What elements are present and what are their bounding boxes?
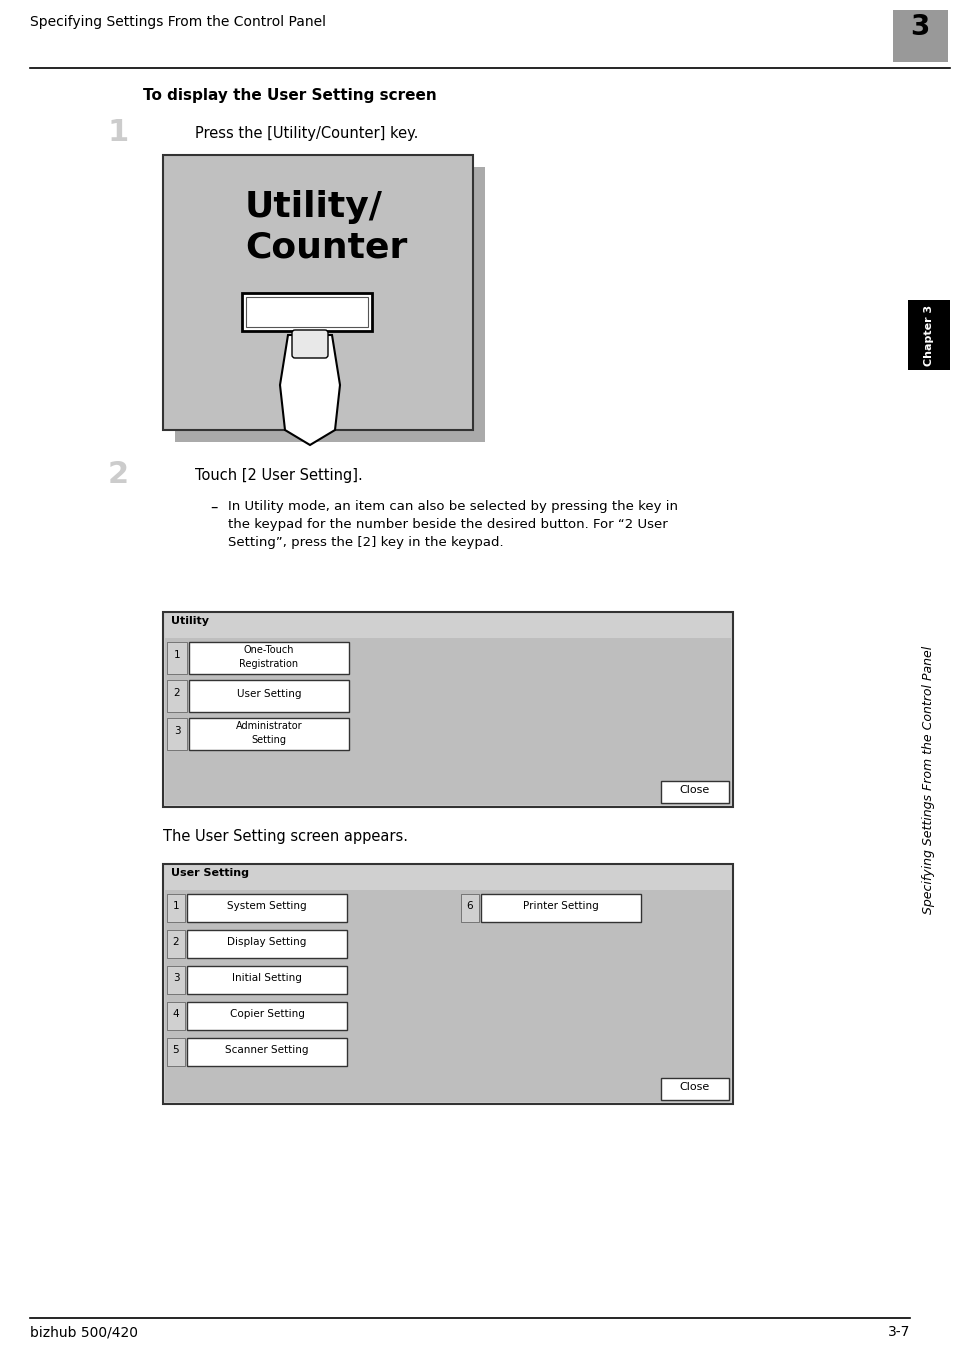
Text: 1: 1 [172, 900, 179, 911]
Text: Setting: Setting [252, 735, 286, 745]
Text: Utility: Utility [171, 617, 209, 626]
FancyBboxPatch shape [907, 300, 949, 370]
FancyBboxPatch shape [163, 864, 732, 1105]
Text: Counter: Counter [245, 230, 407, 264]
Text: –: – [210, 500, 217, 515]
FancyBboxPatch shape [165, 890, 730, 1102]
FancyBboxPatch shape [189, 718, 349, 750]
Text: User Setting: User Setting [171, 868, 249, 877]
FancyBboxPatch shape [165, 614, 730, 635]
FancyBboxPatch shape [163, 612, 732, 807]
Text: Specifying Settings From the Control Panel: Specifying Settings From the Control Pan… [30, 15, 326, 28]
Text: Close: Close [679, 1082, 709, 1092]
Text: 2: 2 [172, 937, 179, 946]
Text: To display the User Setting screen: To display the User Setting screen [143, 88, 436, 103]
FancyBboxPatch shape [246, 297, 368, 327]
FancyBboxPatch shape [163, 155, 473, 430]
FancyBboxPatch shape [165, 867, 730, 888]
Text: 1: 1 [108, 118, 129, 147]
Polygon shape [280, 335, 339, 445]
FancyBboxPatch shape [167, 642, 187, 675]
Text: User Setting: User Setting [236, 690, 301, 699]
FancyBboxPatch shape [187, 930, 347, 959]
Text: Copier Setting: Copier Setting [230, 1009, 304, 1019]
FancyBboxPatch shape [167, 718, 187, 750]
Text: The User Setting screen appears.: The User Setting screen appears. [163, 829, 408, 844]
Text: Utility/: Utility/ [245, 191, 382, 224]
Text: Printer Setting: Printer Setting [522, 900, 598, 911]
Text: 1: 1 [173, 650, 180, 660]
FancyBboxPatch shape [187, 1002, 347, 1030]
Text: Specifying Settings From the Control Panel: Specifying Settings From the Control Pan… [922, 646, 935, 914]
Text: 3: 3 [172, 973, 179, 983]
Text: 2: 2 [173, 688, 180, 698]
Text: Scanner Setting: Scanner Setting [225, 1045, 309, 1055]
Text: 3-7: 3-7 [886, 1325, 909, 1338]
Text: Chapter 3: Chapter 3 [923, 304, 933, 365]
FancyBboxPatch shape [480, 894, 640, 922]
Text: Administrator: Administrator [235, 721, 302, 731]
FancyBboxPatch shape [660, 781, 728, 803]
Text: 3: 3 [909, 14, 929, 41]
FancyBboxPatch shape [187, 894, 347, 922]
Text: 6: 6 [466, 900, 473, 911]
FancyBboxPatch shape [167, 680, 187, 713]
Text: Display Setting: Display Setting [227, 937, 306, 946]
FancyBboxPatch shape [242, 293, 372, 331]
FancyBboxPatch shape [167, 965, 185, 994]
Text: Setting”, press the [2] key in the keypad.: Setting”, press the [2] key in the keypa… [228, 535, 503, 549]
FancyBboxPatch shape [892, 9, 947, 62]
FancyBboxPatch shape [460, 894, 478, 922]
FancyBboxPatch shape [167, 1002, 185, 1030]
Text: Close: Close [679, 786, 709, 795]
Text: Registration: Registration [239, 658, 298, 669]
Text: System Setting: System Setting [227, 900, 307, 911]
FancyBboxPatch shape [167, 894, 185, 922]
FancyBboxPatch shape [187, 1038, 347, 1065]
Text: bizhub 500/420: bizhub 500/420 [30, 1325, 138, 1338]
FancyBboxPatch shape [189, 680, 349, 713]
Text: Initial Setting: Initial Setting [232, 973, 301, 983]
Text: Touch [2 User Setting].: Touch [2 User Setting]. [194, 468, 362, 483]
FancyBboxPatch shape [292, 330, 328, 358]
Text: 4: 4 [172, 1009, 179, 1019]
Text: In Utility mode, an item can also be selected by pressing the key in: In Utility mode, an item can also be sel… [228, 500, 678, 512]
FancyBboxPatch shape [189, 642, 349, 675]
FancyBboxPatch shape [167, 930, 185, 959]
FancyBboxPatch shape [187, 965, 347, 994]
Text: One-Touch: One-Touch [244, 645, 294, 654]
FancyBboxPatch shape [167, 1038, 185, 1065]
FancyBboxPatch shape [174, 168, 484, 442]
FancyBboxPatch shape [660, 1078, 728, 1101]
Text: the keypad for the number beside the desired button. For “2 User: the keypad for the number beside the des… [228, 518, 667, 531]
FancyBboxPatch shape [165, 638, 730, 804]
Text: 3: 3 [173, 726, 180, 735]
Text: 2: 2 [108, 460, 129, 489]
Text: Press the [Utility/Counter] key.: Press the [Utility/Counter] key. [194, 126, 418, 141]
Text: 5: 5 [172, 1045, 179, 1055]
